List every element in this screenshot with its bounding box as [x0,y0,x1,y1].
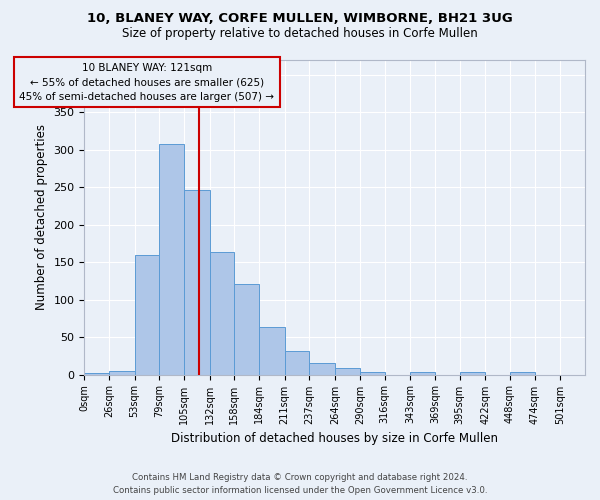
Bar [134,254,160,374]
Y-axis label: Number of detached properties: Number of detached properties [35,124,48,310]
Bar [310,364,335,374]
Bar [235,284,259,374]
Bar [510,372,535,374]
Bar [184,190,209,374]
Bar [460,372,485,374]
Text: Size of property relative to detached houses in Corfe Mullen: Size of property relative to detached ho… [122,28,478,40]
Bar [160,144,184,374]
Bar [259,326,285,374]
Bar [335,368,360,374]
Text: 10 BLANEY WAY: 121sqm
← 55% of detached houses are smaller (625)
45% of semi-det: 10 BLANEY WAY: 121sqm ← 55% of detached … [19,62,274,102]
Text: Contains HM Land Registry data © Crown copyright and database right 2024.
Contai: Contains HM Land Registry data © Crown c… [113,474,487,495]
Text: 10, BLANEY WAY, CORFE MULLEN, WIMBORNE, BH21 3UG: 10, BLANEY WAY, CORFE MULLEN, WIMBORNE, … [87,12,513,26]
X-axis label: Distribution of detached houses by size in Corfe Mullen: Distribution of detached houses by size … [171,432,498,445]
Bar [410,372,435,374]
Bar [109,371,134,374]
Bar [360,372,385,374]
Bar [285,352,310,374]
Bar [209,252,235,374]
Bar [84,373,109,374]
